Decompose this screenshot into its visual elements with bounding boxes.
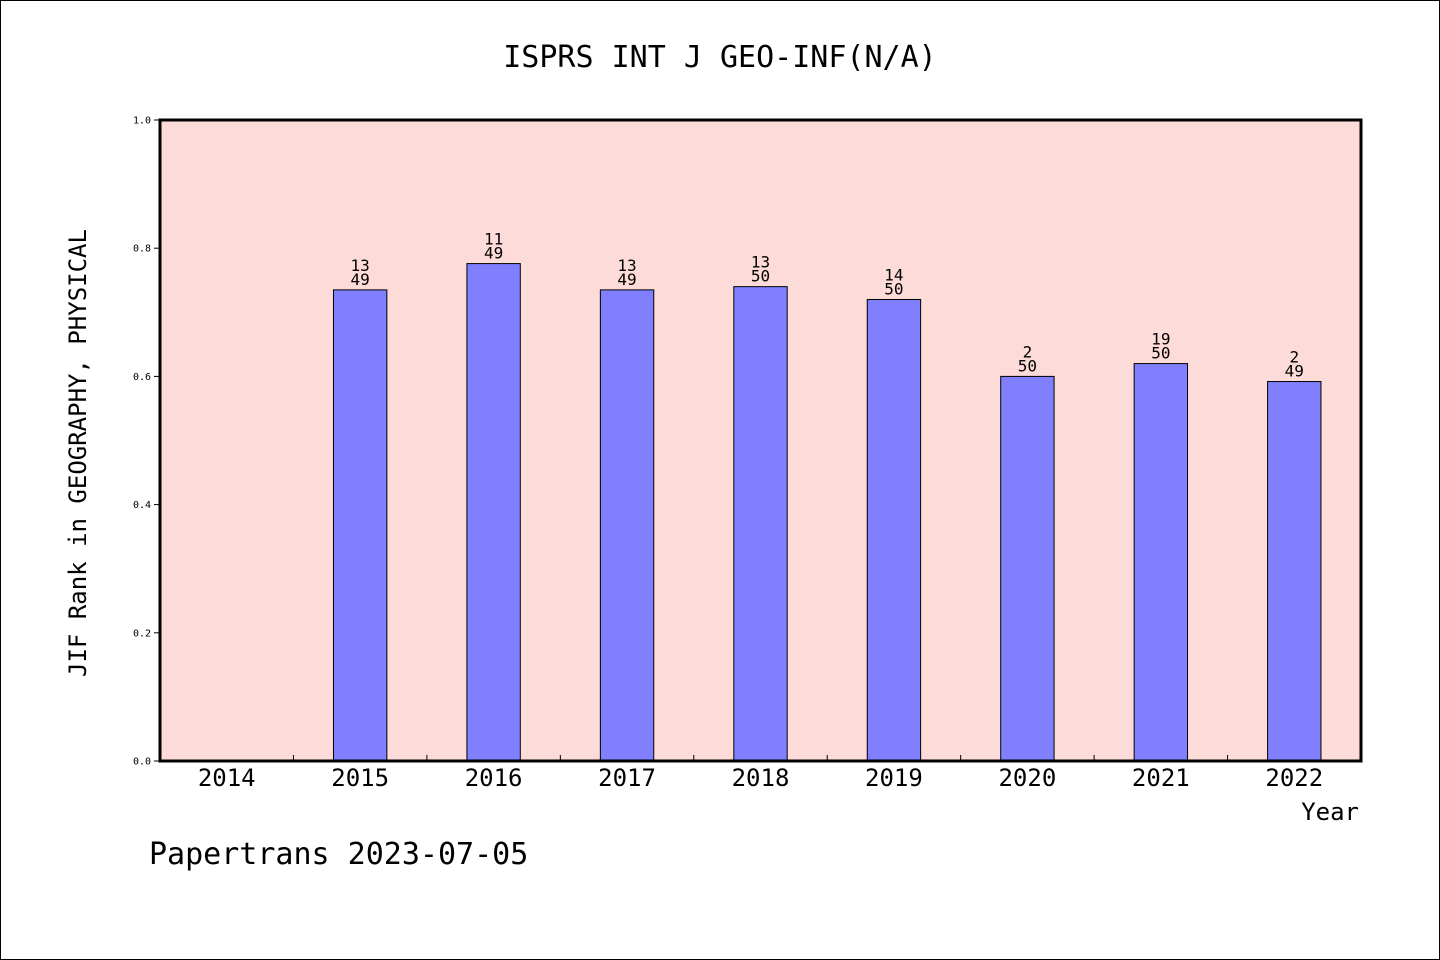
- bar-2018: [733, 286, 788, 762]
- x-tick-label: 2018: [732, 764, 790, 792]
- x-tick-label: 2017: [598, 764, 656, 792]
- total-label: 50: [1018, 356, 1037, 375]
- total-label: 49: [351, 270, 370, 289]
- bar-2016: [466, 263, 521, 762]
- rank-label: 13: [751, 253, 770, 272]
- bar-2015: [332, 289, 388, 762]
- footer-text: Papertrans 2023-07-05: [149, 837, 528, 872]
- x-tick-label: 2014: [198, 764, 256, 792]
- rank-label: 2: [1023, 342, 1033, 361]
- bar-2019: [866, 298, 922, 762]
- plot-border: [158, 118, 1363, 763]
- x-axis: 2014 2015 2016 2017 2018 2019 2020 2021 2022: [198, 755, 1323, 792]
- chart-title: ISPRS INT J GEO-INF(N/A): [503, 40, 936, 75]
- x-tick-label: 2016: [465, 764, 523, 792]
- bar-2020: [1000, 375, 1055, 762]
- y-tick-label: 0.2: [133, 628, 151, 639]
- bar-2021: [1133, 363, 1189, 762]
- x-axis-label: Year: [1301, 798, 1359, 826]
- total-label: 50: [884, 279, 903, 298]
- y-axis-label: JIF Rank in GEOGRAPHY, PHYSICAL: [64, 229, 92, 677]
- x-tick-label: 2019: [865, 764, 923, 792]
- total-label: 50: [751, 267, 770, 286]
- y-tick-label: 0.8: [133, 244, 151, 255]
- bar-2022: [1267, 381, 1322, 762]
- total-label: 49: [1285, 362, 1304, 381]
- y-tick-label: 1.0: [133, 116, 151, 127]
- bars: [332, 263, 1322, 762]
- y-tick-label: 0.6: [133, 372, 151, 383]
- y-axis: 0.0 0.2 0.4 0.6 0.8 1.0: [133, 116, 160, 768]
- total-label: 49: [617, 270, 636, 289]
- x-tick-label: 2021: [1132, 764, 1190, 792]
- bar-2017: [599, 289, 655, 762]
- total-label: 50: [1151, 344, 1170, 363]
- y-tick-label: 0.4: [133, 500, 151, 511]
- x-tick-label: 2015: [331, 764, 389, 792]
- rank-label: 13: [351, 256, 370, 275]
- rank-label: 19: [1151, 330, 1170, 349]
- x-tick-label: 2022: [1265, 764, 1323, 792]
- total-label: 49: [484, 244, 503, 263]
- rank-label: 11: [484, 230, 503, 249]
- rank-label: 13: [617, 256, 636, 275]
- x-tick-label: 2020: [998, 764, 1056, 792]
- rank-label: 2: [1289, 348, 1299, 367]
- rank-label: 14: [884, 265, 903, 284]
- y-tick-label: 0.0: [133, 757, 151, 768]
